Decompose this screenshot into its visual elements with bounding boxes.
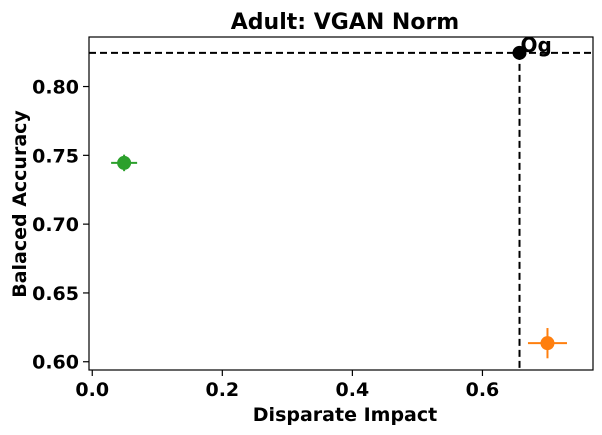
plot-frame bbox=[88, 36, 594, 371]
x-tick-label: 0.0 bbox=[75, 379, 109, 401]
y-tick-label: 0.65 bbox=[32, 283, 79, 305]
data-point-1 bbox=[540, 336, 555, 351]
chart-title: Adult: VGAN Norm bbox=[231, 10, 459, 35]
y-axis-label: Balaced Accuracy bbox=[9, 110, 31, 298]
y-tick-label: 0.75 bbox=[32, 145, 79, 167]
y-tick-label: 0.60 bbox=[32, 352, 79, 374]
data-point-0 bbox=[117, 155, 132, 170]
reference-point bbox=[512, 45, 527, 60]
y-tick-label: 0.70 bbox=[32, 214, 79, 236]
x-axis-label: Disparate Impact bbox=[253, 404, 437, 426]
x-tick-label: 0.4 bbox=[336, 379, 370, 401]
x-tick-label: 0.2 bbox=[205, 379, 239, 401]
y-tick-label: 0.80 bbox=[32, 77, 79, 99]
x-tick-label: 0.6 bbox=[466, 379, 500, 401]
